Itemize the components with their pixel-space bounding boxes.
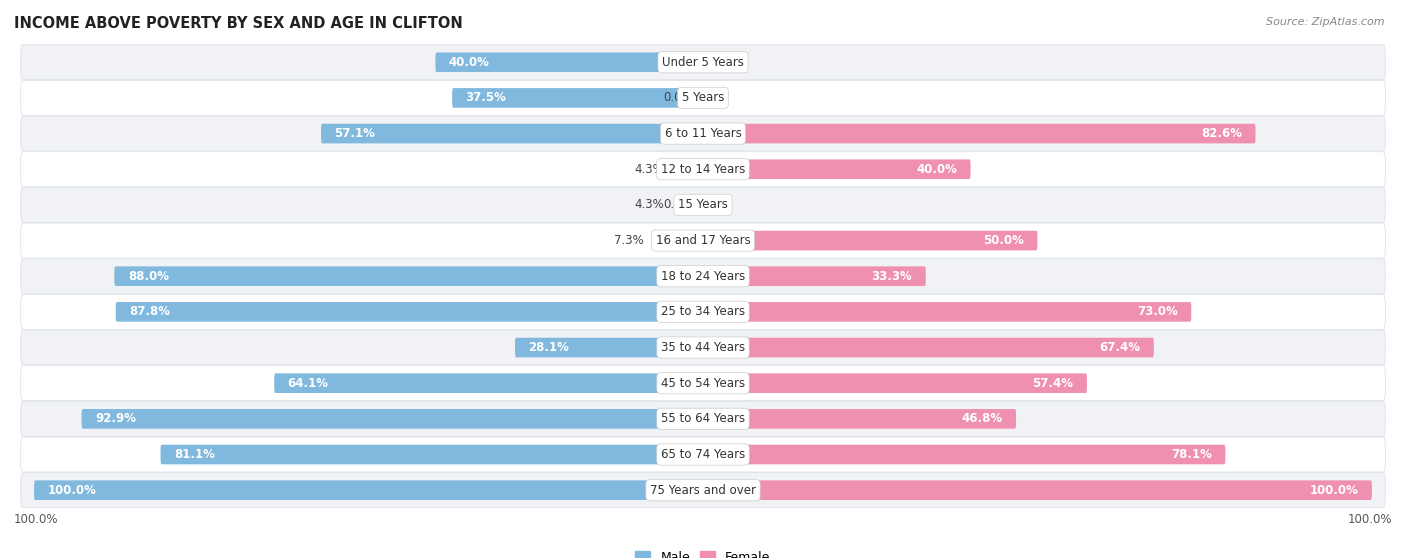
- Text: 81.1%: 81.1%: [174, 448, 215, 461]
- Text: 100.0%: 100.0%: [14, 513, 59, 526]
- Text: 78.1%: 78.1%: [1171, 448, 1212, 461]
- Text: 65 to 74 Years: 65 to 74 Years: [661, 448, 745, 461]
- FancyBboxPatch shape: [21, 437, 1385, 472]
- Text: 100.0%: 100.0%: [1347, 513, 1392, 526]
- FancyBboxPatch shape: [21, 295, 1385, 329]
- FancyBboxPatch shape: [21, 259, 1385, 294]
- Text: 0.0%: 0.0%: [664, 56, 693, 69]
- FancyBboxPatch shape: [436, 52, 703, 72]
- FancyBboxPatch shape: [703, 445, 1226, 464]
- Text: 0.0%: 0.0%: [664, 92, 693, 104]
- FancyBboxPatch shape: [654, 231, 703, 251]
- Text: 45 to 54 Years: 45 to 54 Years: [661, 377, 745, 389]
- Text: 35 to 44 Years: 35 to 44 Years: [661, 341, 745, 354]
- FancyBboxPatch shape: [114, 266, 703, 286]
- FancyBboxPatch shape: [21, 116, 1385, 151]
- Text: 33.3%: 33.3%: [872, 270, 912, 283]
- Text: 4.3%: 4.3%: [634, 199, 664, 211]
- FancyBboxPatch shape: [115, 302, 703, 321]
- Text: 73.0%: 73.0%: [1137, 305, 1178, 319]
- Text: 40.0%: 40.0%: [917, 163, 957, 176]
- FancyBboxPatch shape: [21, 45, 1385, 80]
- Text: 37.5%: 37.5%: [465, 92, 506, 104]
- Text: 88.0%: 88.0%: [128, 270, 169, 283]
- FancyBboxPatch shape: [703, 338, 1154, 357]
- FancyBboxPatch shape: [82, 409, 703, 429]
- Text: 87.8%: 87.8%: [129, 305, 170, 319]
- Text: 12 to 14 Years: 12 to 14 Years: [661, 163, 745, 176]
- FancyBboxPatch shape: [703, 409, 1017, 429]
- FancyBboxPatch shape: [703, 302, 1191, 321]
- FancyBboxPatch shape: [703, 124, 1256, 143]
- Text: 64.1%: 64.1%: [288, 377, 329, 389]
- Text: 82.6%: 82.6%: [1201, 127, 1241, 140]
- FancyBboxPatch shape: [21, 365, 1385, 401]
- FancyBboxPatch shape: [703, 160, 970, 179]
- Text: 100.0%: 100.0%: [48, 484, 97, 497]
- Text: 25 to 34 Years: 25 to 34 Years: [661, 305, 745, 319]
- FancyBboxPatch shape: [160, 445, 703, 464]
- FancyBboxPatch shape: [675, 195, 703, 215]
- FancyBboxPatch shape: [703, 266, 925, 286]
- Text: 18 to 24 Years: 18 to 24 Years: [661, 270, 745, 283]
- Text: Source: ZipAtlas.com: Source: ZipAtlas.com: [1267, 17, 1385, 27]
- FancyBboxPatch shape: [675, 160, 703, 179]
- FancyBboxPatch shape: [703, 373, 1087, 393]
- Text: 6 to 11 Years: 6 to 11 Years: [665, 127, 741, 140]
- FancyBboxPatch shape: [703, 231, 1038, 251]
- Text: 75 Years and over: 75 Years and over: [650, 484, 756, 497]
- Legend: Male, Female: Male, Female: [630, 546, 776, 558]
- FancyBboxPatch shape: [21, 401, 1385, 436]
- Text: 57.4%: 57.4%: [1032, 377, 1074, 389]
- Text: 15 Years: 15 Years: [678, 199, 728, 211]
- Text: 67.4%: 67.4%: [1099, 341, 1140, 354]
- FancyBboxPatch shape: [34, 480, 703, 500]
- Text: 92.9%: 92.9%: [96, 412, 136, 425]
- Text: 4.3%: 4.3%: [634, 163, 664, 176]
- FancyBboxPatch shape: [21, 152, 1385, 187]
- Text: 40.0%: 40.0%: [449, 56, 489, 69]
- FancyBboxPatch shape: [453, 88, 703, 108]
- FancyBboxPatch shape: [21, 223, 1385, 258]
- Text: 5 Years: 5 Years: [682, 92, 724, 104]
- Text: INCOME ABOVE POVERTY BY SEX AND AGE IN CLIFTON: INCOME ABOVE POVERTY BY SEX AND AGE IN C…: [14, 16, 463, 31]
- Text: 16 and 17 Years: 16 and 17 Years: [655, 234, 751, 247]
- Text: 57.1%: 57.1%: [335, 127, 375, 140]
- FancyBboxPatch shape: [21, 330, 1385, 365]
- Text: 0.0%: 0.0%: [664, 199, 693, 211]
- FancyBboxPatch shape: [274, 373, 703, 393]
- Text: 7.3%: 7.3%: [614, 234, 644, 247]
- FancyBboxPatch shape: [21, 187, 1385, 222]
- Text: 100.0%: 100.0%: [1309, 484, 1358, 497]
- FancyBboxPatch shape: [515, 338, 703, 357]
- Text: Under 5 Years: Under 5 Years: [662, 56, 744, 69]
- FancyBboxPatch shape: [703, 480, 1372, 500]
- Text: 28.1%: 28.1%: [529, 341, 569, 354]
- FancyBboxPatch shape: [321, 124, 703, 143]
- Text: 55 to 64 Years: 55 to 64 Years: [661, 412, 745, 425]
- Text: 50.0%: 50.0%: [983, 234, 1024, 247]
- Text: 46.8%: 46.8%: [962, 412, 1002, 425]
- FancyBboxPatch shape: [21, 80, 1385, 116]
- FancyBboxPatch shape: [21, 473, 1385, 508]
